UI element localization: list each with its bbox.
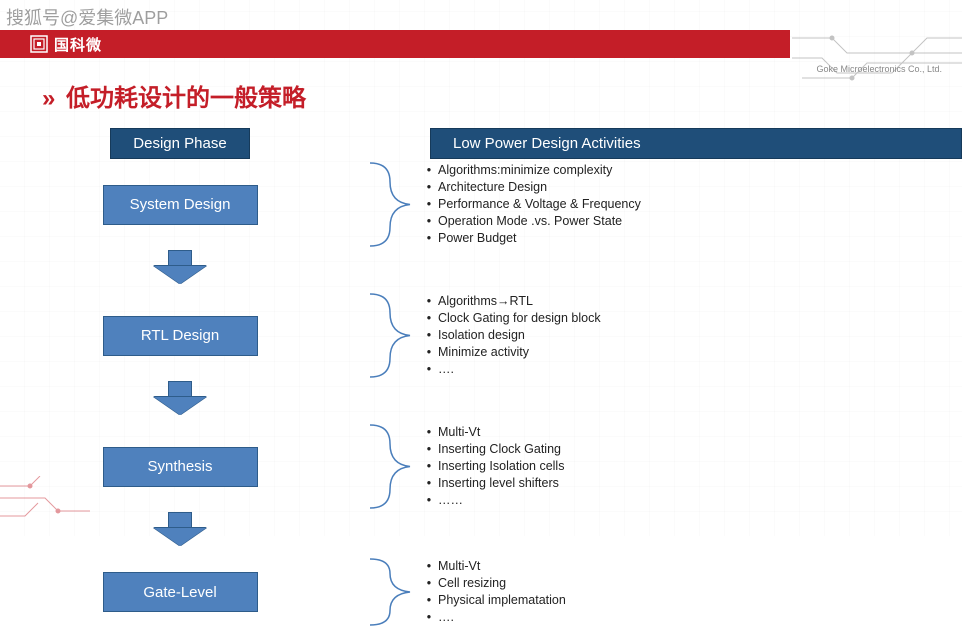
phase-row: Synthesis Multi-VtInserting Clock Gating… [0,421,962,512]
title-text: 低功耗设计的一般策略 [66,85,306,112]
activity-item: Inserting Isolation cells [420,458,962,475]
arrow-down-icon [154,250,206,290]
activity-item: Multi-Vt [420,424,962,441]
brand-text: 国科微 [54,34,102,55]
brace-icon [360,290,420,381]
brand-logo: 国科微 [30,34,102,55]
activities-list: Multi-VtCell resizingPhysical implematat… [420,552,962,632]
activities-list: Algorithms→RTLClock Gating for design bl… [420,290,962,381]
activity-item: Power Budget [420,230,962,247]
activities-list: Multi-VtInserting Clock GatingInserting … [420,421,962,512]
phase-row: System Design Algorithms:minimize comple… [0,159,962,250]
top-right-decoration [792,28,962,88]
activity-item: Algorithms:minimize complexity [420,162,962,179]
arrow-down-icon [154,381,206,421]
phase-box: Synthesis [103,447,258,487]
phase-row: Gate-Level Multi-VtCell resizingPhysical… [0,552,962,632]
arrow-down-icon [154,512,206,552]
activity-item: …. [420,609,962,626]
arrow-row [0,381,962,421]
activity-item: Clock Gating for design block [420,310,962,327]
activity-item: Multi-Vt [420,558,962,575]
phase-row: RTL Design Algorithms→RTLClock Gating fo… [0,290,962,381]
brace-icon [360,552,420,632]
activity-item: …. [420,361,962,378]
activity-item: Inserting Clock Gating [420,441,962,458]
activity-item: …… [420,492,962,509]
activity-item: Architecture Design [420,179,962,196]
phase-box: System Design [103,185,258,225]
activity-item: Minimize activity [420,344,962,361]
activity-item: Performance & Voltage & Frequency [420,196,962,213]
activity-item: Operation Mode .vs. Power State [420,213,962,230]
brace-icon [360,159,420,250]
brand-icon [30,35,48,53]
title-chevron-icon: » [42,85,53,112]
arrow-row [0,512,962,552]
activity-item: Algorithms→RTL [420,293,962,310]
content-area: Design Phase Low Power Design Activities… [0,128,962,632]
activity-item: Cell resizing [420,575,962,592]
top-bar: 国科微 [0,30,790,58]
activity-item: Isolation design [420,327,962,344]
slide-title: » 低功耗设计的一般策略 [42,78,306,113]
activities-list: Algorithms:minimize complexityArchitectu… [420,159,962,250]
header-activities: Low Power Design Activities [430,128,962,159]
phase-box: Gate-Level [103,572,258,612]
phase-box: RTL Design [103,316,258,356]
activity-item: Physical implematation [420,592,962,609]
arrow-row [0,250,962,290]
header-design-phase: Design Phase [110,128,249,159]
watermark: 搜狐号@爱集微APP [6,4,168,30]
company-name: Goke Microelectronics Co., Ltd. [816,64,942,74]
activity-item: Inserting level shifters [420,475,962,492]
brace-icon [360,421,420,512]
